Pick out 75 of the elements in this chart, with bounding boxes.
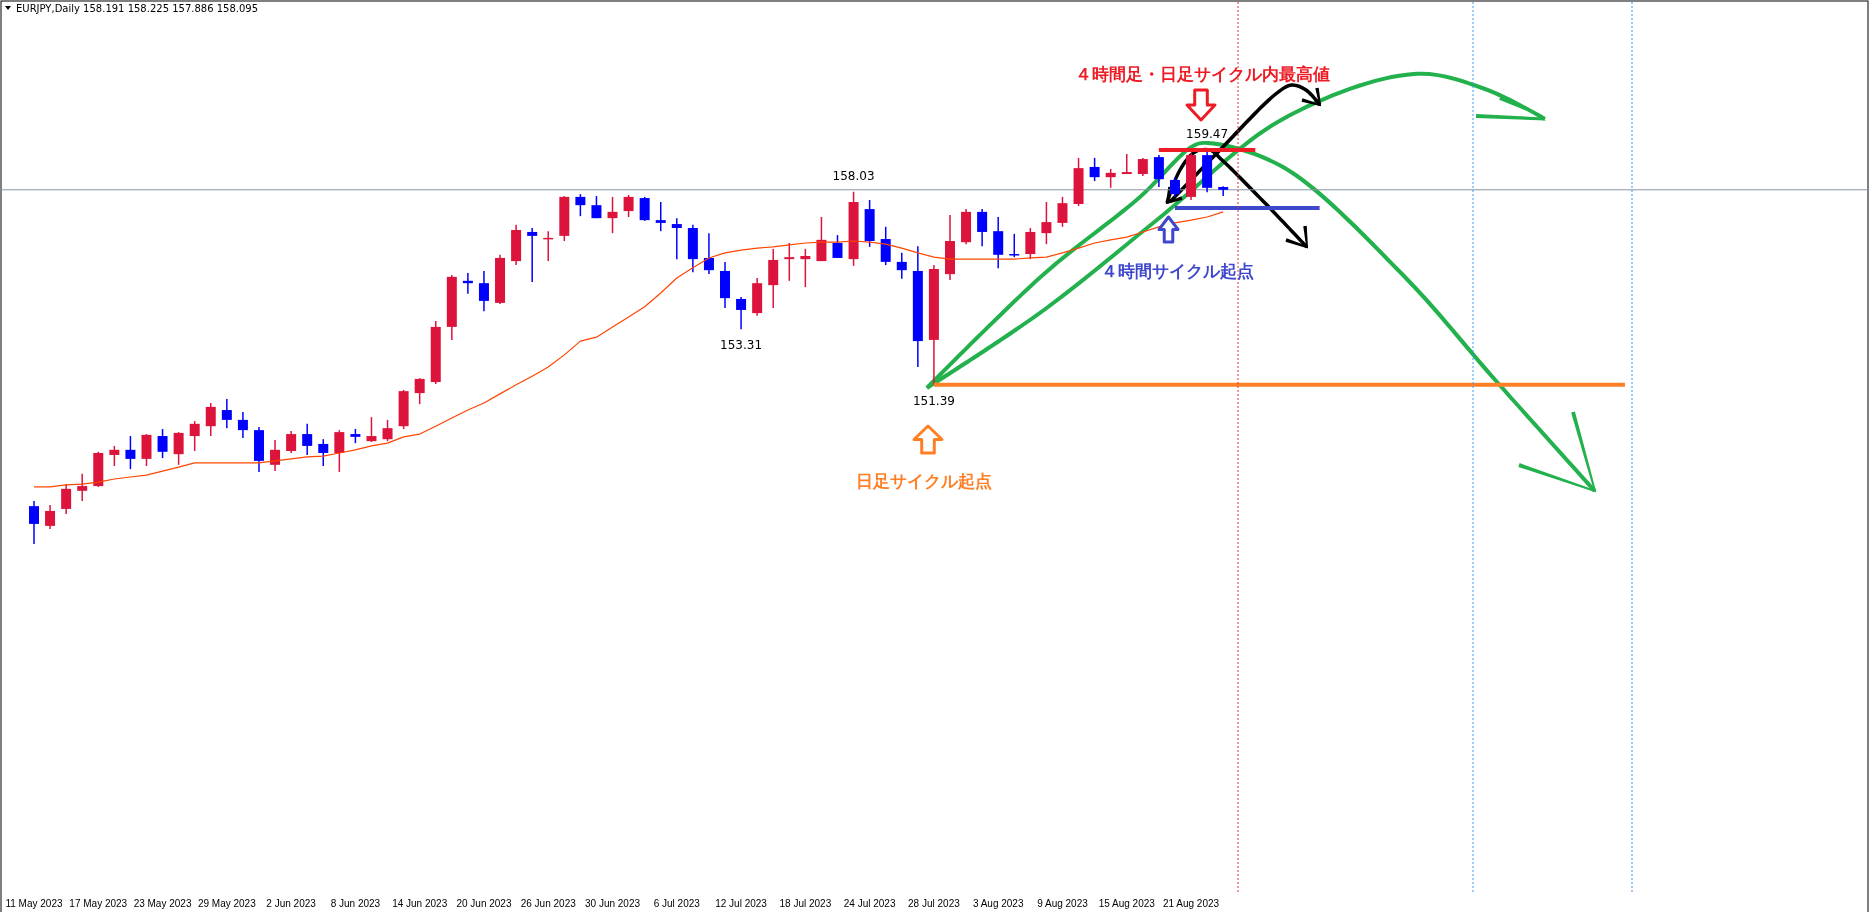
candlestick (1041, 201, 1052, 245)
candlestick (1153, 154, 1164, 188)
candlestick (1057, 196, 1068, 228)
x-tick-label: 17 May 2023 (69, 898, 128, 909)
candlestick (173, 431, 184, 466)
candlestick (880, 226, 891, 266)
chart-title: EURJPY,Daily 158.191 158.225 157.886 158.095 (16, 3, 259, 14)
candlestick (302, 423, 313, 456)
x-tick-label: 24 Jul 2023 (843, 898, 896, 909)
candlestick (1169, 176, 1180, 198)
x-tick-label: 20 Jun 2023 (456, 898, 512, 909)
candlestick (45, 504, 56, 530)
candlestick (655, 201, 666, 232)
x-tick-label: 29 May 2023 (197, 898, 257, 909)
candlestick (816, 216, 827, 262)
candlestick (205, 402, 216, 437)
x-tick-label: 23 May 2023 (133, 898, 192, 909)
candlestick (1025, 227, 1036, 260)
candlestick (286, 430, 297, 454)
annotation: 151.39 (912, 393, 955, 408)
x-tick-label: 30 Jun 2023 (584, 898, 641, 909)
candlestick (1009, 233, 1020, 258)
candlestick (61, 483, 72, 515)
x-tick-label: 3 Aug 2023 (972, 898, 1024, 909)
candlestick (1218, 185, 1229, 197)
candlestick (832, 234, 843, 259)
candlestick (527, 227, 538, 283)
candlestick (382, 419, 393, 442)
candlestick (977, 208, 988, 247)
x-tick-label: 8 Jun 2023 (330, 898, 381, 909)
candlestick (703, 232, 714, 275)
annotation: ４時間サイクル起点 (1100, 261, 1254, 281)
x-tick-label: 12 Jul 2023 (715, 898, 768, 909)
candlestick (1105, 168, 1116, 189)
x-tick-label: 28 Jul 2023 (908, 898, 961, 909)
candlestick (237, 411, 248, 439)
candlestick (896, 252, 907, 280)
candlestick (607, 196, 618, 234)
x-tick-label: 11 May 2023 (5, 898, 63, 909)
x-tick-label: 2 Jun 2023 (266, 898, 317, 909)
candlestick (77, 473, 88, 502)
annotation: 159.47 (1186, 127, 1229, 141)
candlestick (414, 377, 425, 405)
candlestick (1089, 157, 1100, 182)
candlestick (993, 216, 1004, 269)
candlestick (29, 500, 39, 545)
text: ４時間足・日足サイクル内最高値 (1074, 64, 1330, 84)
x-tick-label: 6 Jul 2023 (653, 898, 701, 909)
annotation: 153.31 (720, 338, 763, 353)
candlestick (639, 196, 650, 222)
x-tick-label: 18 Jul 2023 (779, 898, 832, 909)
candlestick (221, 398, 232, 429)
x-tick-label: 14 Jun 2023 (392, 898, 448, 909)
candlestick (270, 439, 281, 472)
x-tick-label: 26 Jun 2023 (520, 898, 577, 909)
x-tick-label: 21 Aug 2023 (1162, 898, 1220, 909)
x-tick-label: 9 Aug 2023 (1037, 898, 1089, 909)
annotation: 日足サイクル起点 (856, 471, 992, 491)
x-tick-label: 15 Aug 2023 (1098, 898, 1156, 909)
candlestick (736, 296, 747, 331)
candlestick (1137, 157, 1148, 177)
candlestick (125, 435, 136, 470)
candlestick (671, 217, 682, 260)
annotation: 158.03 (832, 168, 875, 183)
candlestick (784, 242, 795, 282)
candlestick (366, 416, 377, 443)
candlestick (623, 194, 634, 218)
candlestick (575, 193, 586, 217)
candlestick (157, 428, 168, 459)
candlestick (318, 438, 329, 467)
candlestick (478, 270, 489, 312)
candlestick (334, 429, 345, 473)
candlestick (189, 420, 200, 452)
candlestick (800, 248, 811, 288)
candlestick (109, 445, 120, 467)
